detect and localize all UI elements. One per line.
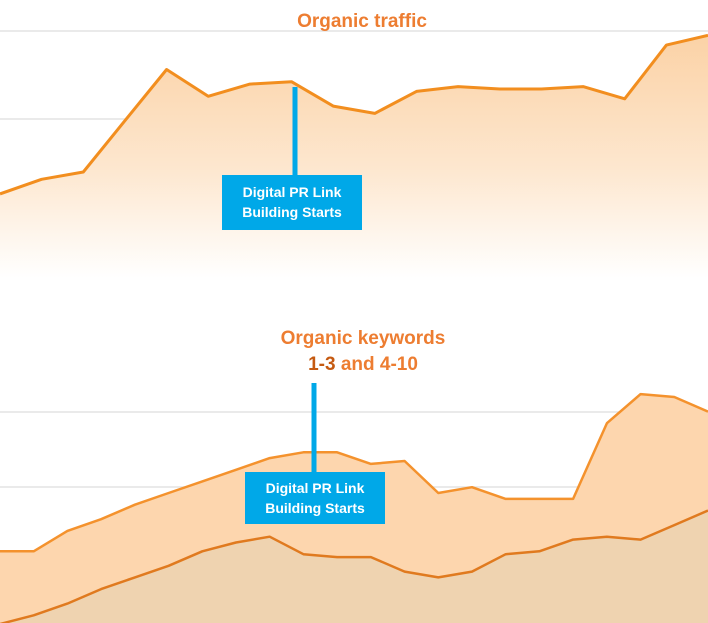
traffic-annotation: Digital PR Link Building Starts bbox=[222, 87, 362, 230]
traffic-area-fill bbox=[0, 35, 708, 278]
keywords-annotation-box bbox=[245, 472, 385, 524]
traffic-annotation-line-2: Building Starts bbox=[242, 204, 342, 220]
keywords-annotation-pointer bbox=[311, 383, 317, 475]
traffic-annotation-line-1: Digital PR Link bbox=[243, 184, 342, 200]
traffic-line bbox=[0, 33, 708, 196]
keywords-annotation-line-2: Building Starts bbox=[265, 500, 365, 516]
keywords-subtitle-joiner: and bbox=[336, 354, 380, 375]
keywords-subtitle-second-range: 4-10 bbox=[380, 354, 418, 375]
keywords-chart-title: Organic keywords bbox=[281, 328, 446, 349]
keywords-series-2-line bbox=[0, 509, 708, 623]
traffic-annotation-box bbox=[222, 175, 362, 230]
keywords-annotation-line-1: Digital PR Link bbox=[266, 480, 365, 496]
keywords-series-1-line bbox=[0, 392, 708, 553]
keywords-chart-subtitle: 1-3 and 4-10 bbox=[308, 354, 418, 375]
keywords-subtitle-top-range: 1-3 bbox=[308, 354, 335, 375]
traffic-chart-title: Organic traffic bbox=[297, 11, 427, 32]
organic-keywords-chart: Organic keywords 1-3 and 4-10 Digital PR… bbox=[0, 328, 708, 623]
organic-traffic-chart: Organic traffic Digital PR Link Building… bbox=[0, 11, 708, 278]
keywords-annotation: Digital PR Link Building Starts bbox=[245, 383, 385, 524]
keywords-series-2-area bbox=[3, 510, 708, 623]
traffic-annotation-pointer bbox=[292, 87, 298, 177]
